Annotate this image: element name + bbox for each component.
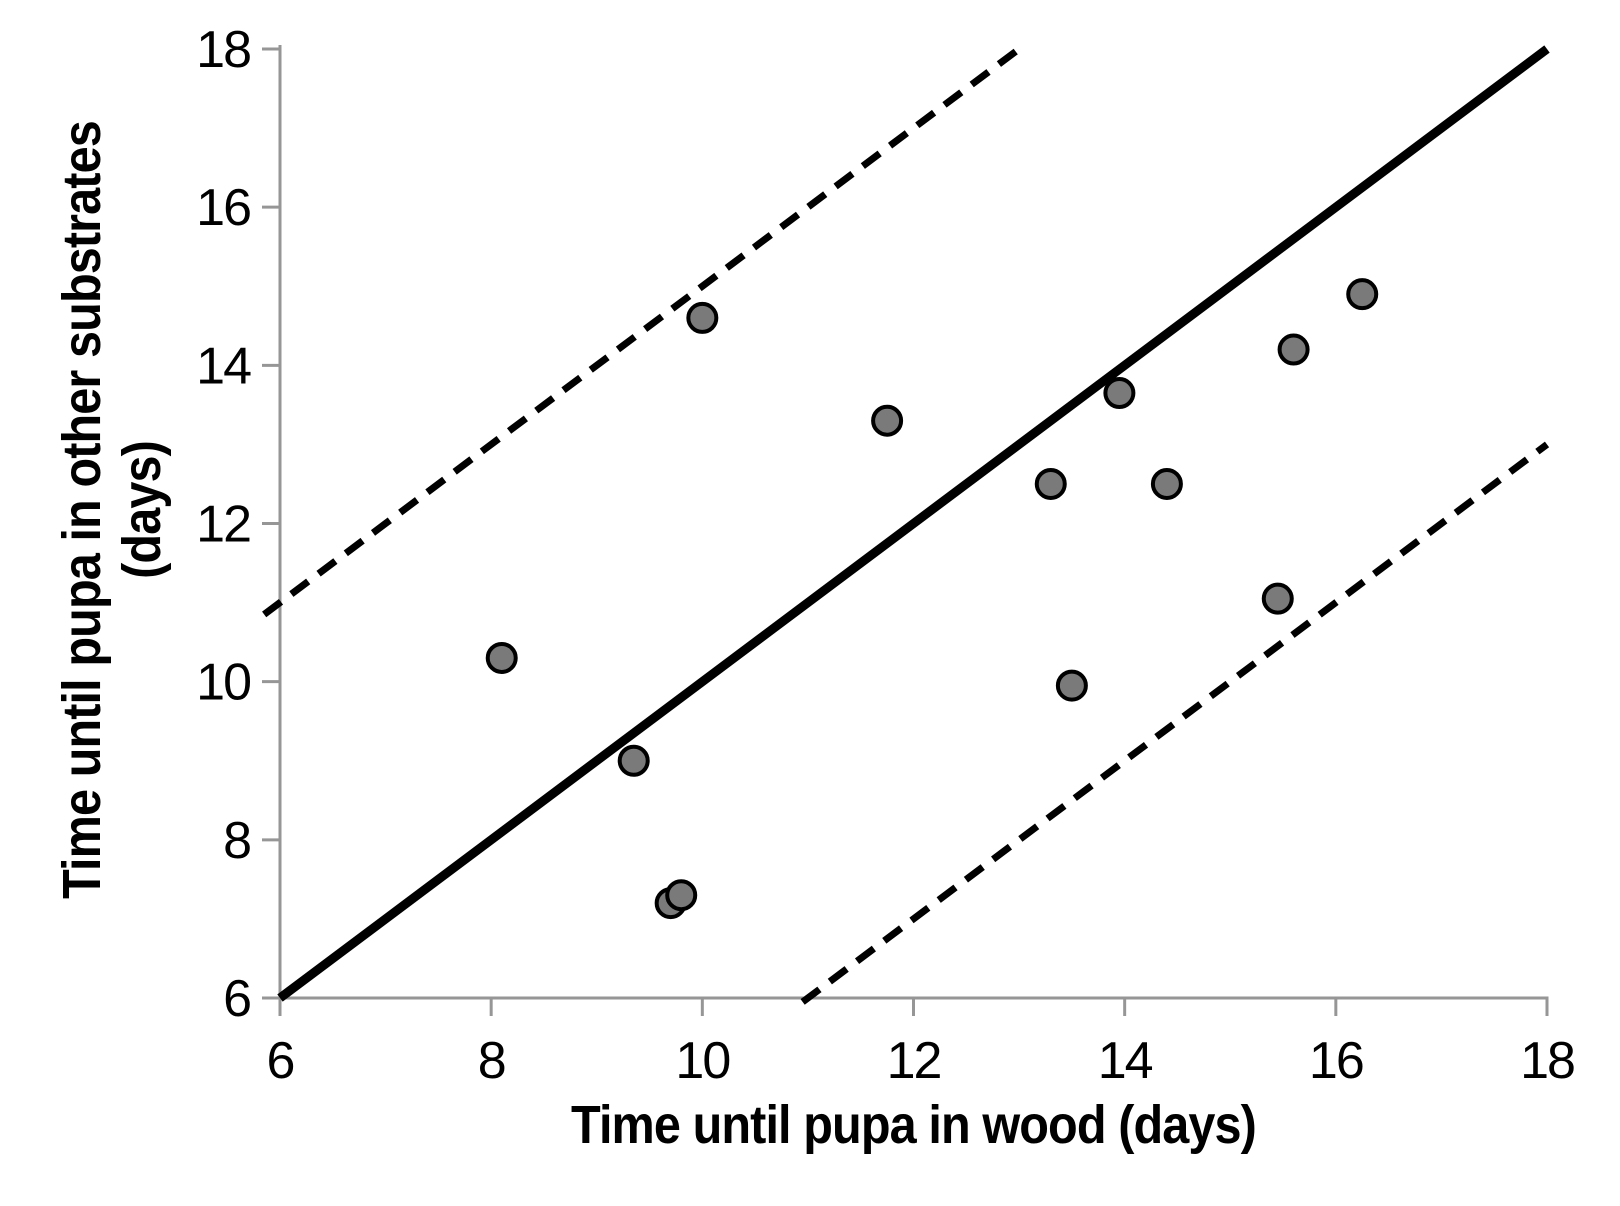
y-tick-label: 14 [196, 337, 251, 395]
y-tick-label: 16 [196, 179, 250, 237]
data-point [1346, 278, 1379, 311]
data-point [1103, 377, 1136, 410]
y-tick-label: 8 [223, 812, 250, 870]
upper-dashed-line [262, 46, 1022, 618]
data-point [1034, 467, 1067, 500]
x-tick-label: 8 [478, 1032, 505, 1090]
lower-dashed-line [800, 441, 1550, 1005]
x-tick-label: 6 [267, 1032, 294, 1090]
data-point [617, 744, 650, 777]
data-point [686, 301, 719, 334]
y-axis-title: Time until pupa in other substrates (day… [47, 25, 177, 995]
x-tick-label: 16 [1309, 1032, 1363, 1090]
x-tick-label: 12 [887, 1032, 941, 1090]
data-point [1055, 669, 1088, 702]
data-point [485, 641, 518, 674]
x-tick-label: 10 [675, 1032, 729, 1090]
y-tick-label: 18 [196, 21, 250, 79]
identity-line [277, 45, 1550, 1002]
y-tick-label: 12 [196, 496, 250, 554]
y-axis-title-line2: (days) [112, 441, 172, 579]
x-tick-label: 18 [1520, 1032, 1574, 1090]
data-point [1261, 582, 1294, 615]
x-axis-title: Time until pupa in wood (days) [571, 1095, 1257, 1155]
data-point [871, 404, 904, 437]
data-point [1277, 333, 1310, 366]
x-tick-label: 14 [1098, 1032, 1153, 1090]
y-axis-title-line1: Time until pupa in other substrates [51, 121, 112, 899]
data-point [665, 879, 698, 912]
data-point [1150, 467, 1183, 500]
y-tick-label: 10 [196, 654, 250, 712]
y-tick-label: 6 [223, 970, 250, 1028]
